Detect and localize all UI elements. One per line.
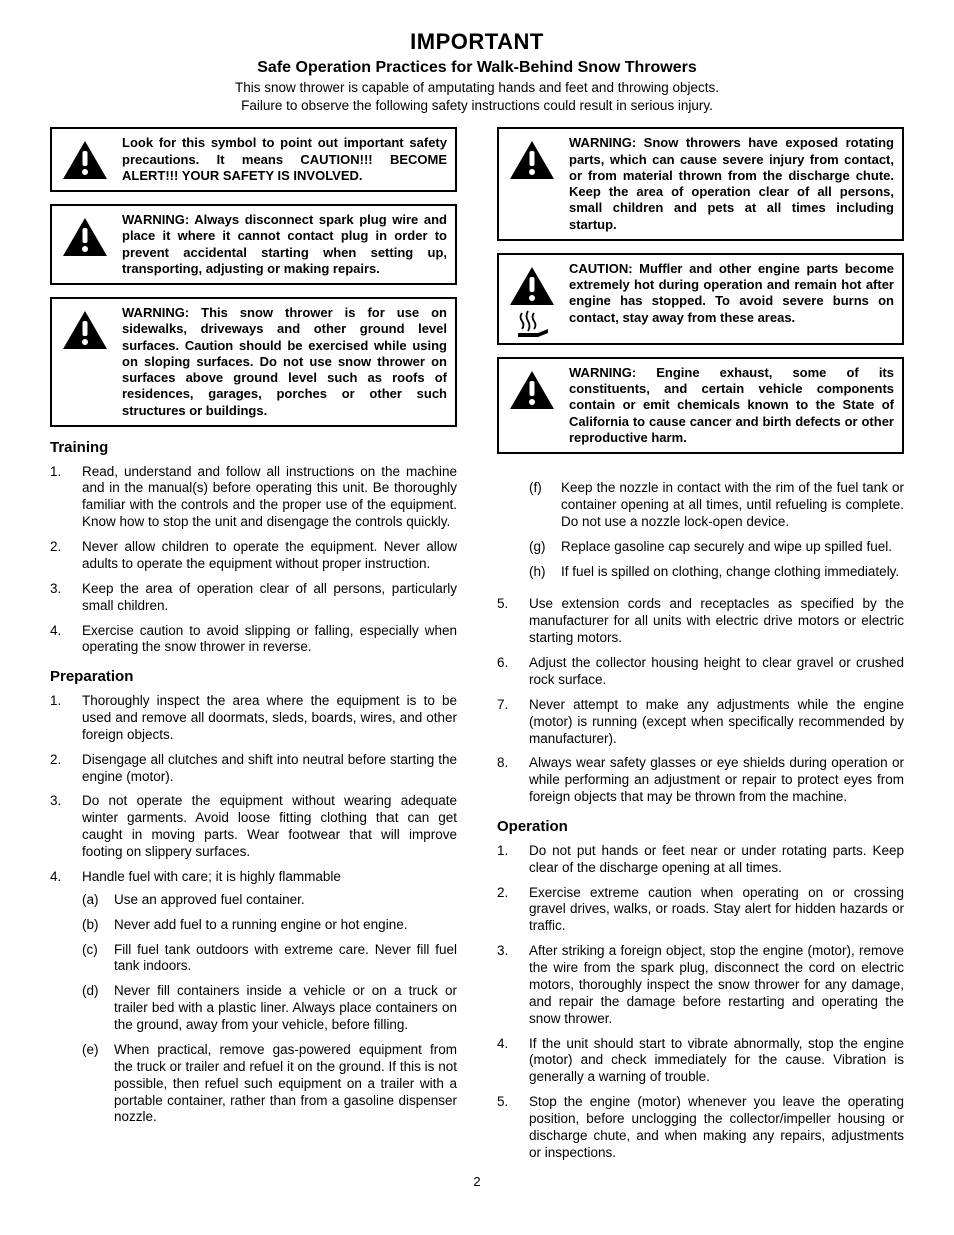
sub-item: (a)Use an approved fuel container. <box>82 892 457 909</box>
list-item: 8.Always wear safety glasses or eye shie… <box>497 755 904 806</box>
list-item: 4.Exercise caution to avoid slipping or … <box>50 623 457 657</box>
list-item: 1.Read, understand and follow all instru… <box>50 464 457 532</box>
operation-list: 1.Do not put hands or feet near or under… <box>497 843 904 1162</box>
intro-line-2: Failure to observe the following safety … <box>50 98 904 115</box>
list-item: 2.Disengage all clutches and shift into … <box>50 752 457 786</box>
right-column: WARNING: Snow throwers have exposed rota… <box>497 127 904 1169</box>
list-item: 3.Do not operate the equipment without w… <box>50 793 457 861</box>
list-item: 6.Adjust the collector housing height to… <box>497 655 904 689</box>
warning-text: WARNING: Always disconnect spark plug wi… <box>122 212 447 277</box>
alert-icon <box>505 261 559 337</box>
warning-box: CAUTION: Muffler and other engine parts … <box>497 253 904 345</box>
section-heading-training: Training <box>50 439 457 458</box>
warning-text: WARNING: This snow thrower is for use on… <box>122 305 447 419</box>
section-heading-operation: Operation <box>497 818 904 837</box>
intro-line-1: This snow thrower is capable of amputati… <box>50 80 904 97</box>
warning-text: WARNING: Engine exhaust, some of its con… <box>569 365 894 446</box>
sub-item: (c)Fill fuel tank outdoors with extreme … <box>82 942 457 976</box>
warning-box: WARNING: Snow throwers have exposed rota… <box>497 127 904 241</box>
list-item: 5.Use extension cords and receptacles as… <box>497 596 904 647</box>
subtitle: Safe Operation Practices for Walk-Behind… <box>50 58 904 78</box>
alert-icon <box>505 135 559 181</box>
warning-text: WARNING: Snow throwers have exposed rota… <box>569 135 894 233</box>
training-list: 1.Read, understand and follow all instru… <box>50 464 457 657</box>
sub-item: (b)Never add fuel to a running engine or… <box>82 917 457 934</box>
list-item: 2. Exercise extreme caution when operati… <box>497 885 904 936</box>
preparation-list: 1.Thoroughly inspect the area where the … <box>50 693 457 1134</box>
list-item: 7.Never attempt to make any adjustments … <box>497 697 904 748</box>
preparation-sublist-continued: (f)Keep the nozzle in contact with the r… <box>497 480 904 806</box>
list-item: 3.After striking a foreign object, stop … <box>497 943 904 1027</box>
sub-item: (d)Never fill containers inside a vehicl… <box>82 983 457 1034</box>
list-item: 2.Never allow children to operate the eq… <box>50 539 457 573</box>
hot-surface-icon <box>514 309 550 337</box>
sub-item: (h)If fuel is spilled on clothing, chang… <box>529 564 904 581</box>
list-item-text: Handle fuel with care; it is highly flam… <box>82 869 341 884</box>
warning-box: WARNING: Always disconnect spark plug wi… <box>50 204 457 285</box>
alert-icon <box>58 305 112 351</box>
sub-item: (f)Keep the nozzle in contact with the r… <box>529 480 904 531</box>
fuel-sublist-continued: (f)Keep the nozzle in contact with the r… <box>529 480 904 580</box>
list-item: 5.Stop the engine (motor) whenever you l… <box>497 1094 904 1162</box>
main-title: IMPORTANT <box>50 28 904 56</box>
fuel-sublist: (a)Use an approved fuel container. (b)Ne… <box>82 892 457 1127</box>
warning-box: WARNING: This snow thrower is for use on… <box>50 297 457 427</box>
warning-box: Look for this symbol to point out import… <box>50 127 457 192</box>
list-item: 1.Do not put hands or feet near or under… <box>497 843 904 877</box>
warning-text: Look for this symbol to point out import… <box>122 135 447 184</box>
list-item: 4. Handle fuel with care; it is highly f… <box>50 869 457 1134</box>
alert-icon <box>505 365 559 411</box>
sub-item: (e)When practical, remove gas-powered eq… <box>82 1042 457 1126</box>
page-number: 2 <box>50 1174 904 1190</box>
list-item: 3.Keep the area of operation clear of al… <box>50 581 457 615</box>
left-column: Look for this symbol to point out import… <box>50 127 457 1169</box>
alert-icon <box>58 212 112 258</box>
page-header: IMPORTANT Safe Operation Practices for W… <box>50 28 904 115</box>
alert-icon <box>58 135 112 181</box>
warning-text: CAUTION: Muffler and other engine parts … <box>569 261 894 326</box>
list-item: 1.Thoroughly inspect the area where the … <box>50 693 457 744</box>
list-item: (f)Keep the nozzle in contact with the r… <box>497 480 904 588</box>
list-item: 4.If the unit should start to vibrate ab… <box>497 1036 904 1087</box>
two-column-layout: Look for this symbol to point out import… <box>50 127 904 1169</box>
sub-item: (g)Replace gasoline cap securely and wip… <box>529 539 904 556</box>
warning-box: WARNING: Engine exhaust, some of its con… <box>497 357 904 454</box>
section-heading-preparation: Preparation <box>50 668 457 687</box>
